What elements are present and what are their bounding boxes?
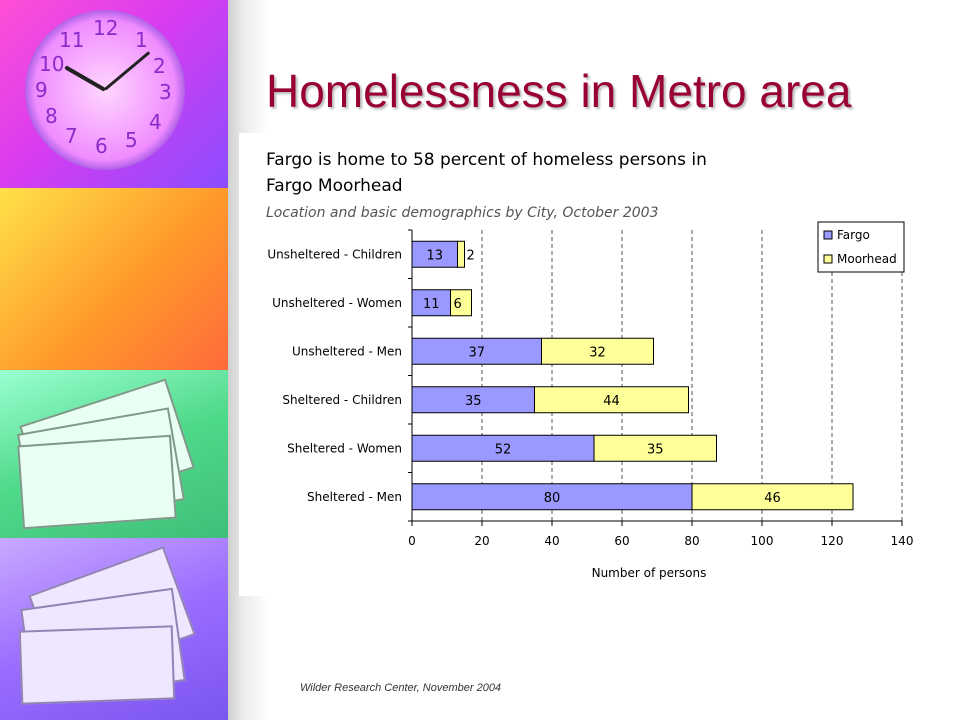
bar-fargo bbox=[411, 434, 595, 462]
data-label: 44 bbox=[603, 394, 620, 409]
chart-title-line2: Fargo Moorhead bbox=[266, 176, 403, 196]
bar-moorhead bbox=[593, 434, 717, 462]
legend-swatch bbox=[823, 230, 833, 240]
green-paper-stack-photo bbox=[0, 370, 228, 538]
bar-moorhead bbox=[457, 240, 465, 268]
decorative-photo-strip: 12 1 2 3 4 5 6 7 8 9 10 11 12 1 2 3 4 5 … bbox=[0, 0, 228, 720]
x-tick-label: 120 bbox=[821, 534, 844, 548]
data-label: 52 bbox=[495, 442, 512, 457]
category-label: Unsheltered - Men bbox=[292, 344, 402, 358]
chart-subtitle: Location and basic demographics by City,… bbox=[266, 205, 659, 221]
x-tick-label: 100 bbox=[751, 534, 774, 548]
data-label: 32 bbox=[589, 345, 606, 360]
category-label: Sheltered - Women bbox=[287, 441, 402, 455]
data-label: 2 bbox=[467, 248, 475, 263]
stacked-bar-chart: 0 20 40 60 80 100 120 140 Number of persons Unshe… bbox=[267, 221, 914, 580]
bar-moorhead bbox=[691, 483, 854, 511]
data-label: 35 bbox=[465, 394, 482, 409]
pink-clock-photo: 12 1 2 3 4 5 6 7 8 9 10 11 bbox=[0, 0, 228, 188]
bar-moorhead bbox=[541, 337, 654, 365]
x-tick-label: 80 bbox=[684, 534, 699, 548]
legend-box bbox=[817, 221, 905, 273]
category-label: Unsheltered - Women bbox=[272, 296, 402, 310]
bar-moorhead bbox=[534, 386, 689, 414]
bar-fargo bbox=[411, 240, 458, 268]
legend-label: Moorhead bbox=[837, 252, 897, 266]
legend-swatch bbox=[823, 254, 833, 264]
x-tick-label: 0 bbox=[408, 534, 416, 548]
x-tick-label: 20 bbox=[474, 534, 489, 548]
category-label: Sheltered - Men bbox=[307, 490, 402, 504]
clock-icon: 12 1 2 3 4 5 6 7 8 9 10 11 bbox=[25, 10, 185, 170]
x-tick-label: 140 bbox=[891, 534, 914, 548]
data-label: 80 bbox=[544, 491, 561, 506]
bar-fargo bbox=[411, 337, 542, 365]
category-label: Unsheltered - Children bbox=[267, 247, 402, 261]
slide-title: Homelessness in Metro area bbox=[266, 65, 852, 117]
data-label: 11 bbox=[423, 297, 440, 312]
orange-clock-photo: 12 1 2 3 4 5 6 7 8 9 10 11 bbox=[0, 188, 228, 370]
x-tick-label: 60 bbox=[614, 534, 629, 548]
purple-paper-stack-photo bbox=[0, 538, 228, 720]
data-label: 35 bbox=[647, 442, 664, 457]
source-footer: Wilder Research Center, November 2004 bbox=[300, 682, 502, 694]
data-label: 13 bbox=[426, 248, 443, 263]
bar-moorhead bbox=[450, 289, 472, 317]
data-label: 46 bbox=[764, 491, 781, 506]
data-label: 37 bbox=[468, 345, 485, 360]
x-tick-label: 40 bbox=[544, 534, 559, 548]
category-label: Sheltered - Children bbox=[282, 393, 402, 407]
x-axis-label: Number of persons bbox=[592, 566, 707, 580]
bar-fargo bbox=[411, 483, 693, 511]
legend-label: Fargo bbox=[837, 228, 870, 242]
data-label: 6 bbox=[454, 297, 462, 312]
bar-fargo bbox=[411, 386, 535, 414]
chart-title-line1: Fargo is home to 58 percent of homeless … bbox=[266, 150, 707, 170]
